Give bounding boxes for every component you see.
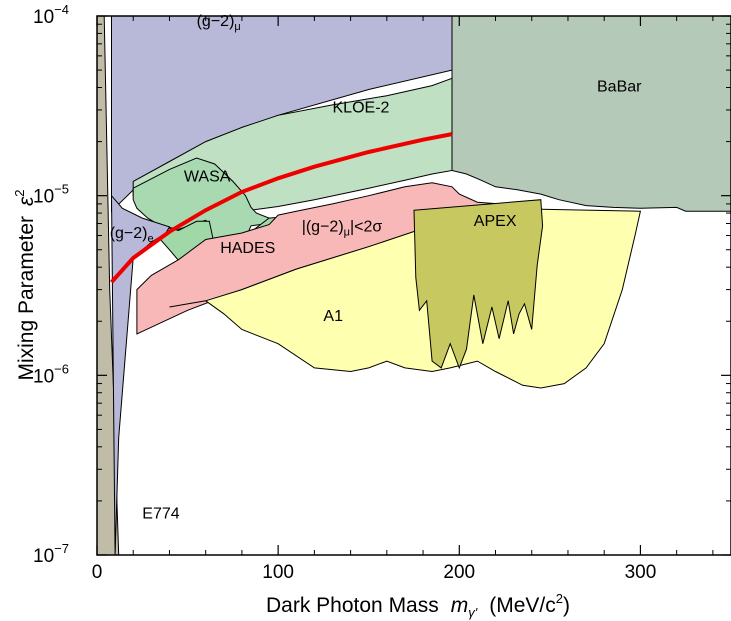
label-babar: BaBar: [597, 79, 642, 96]
region-babar: [451, 15, 731, 212]
y-tick-label: 10−5: [33, 182, 69, 208]
x-tick-label: 200: [443, 562, 475, 583]
region-g-2-e: [110, 194, 171, 556]
label-apex: APEX: [474, 213, 517, 230]
region-labels: (g−2)μBaBarKLOE-2WASAHADES|(g−2)μ|<2σA1A…: [110, 13, 642, 522]
x-tick-label: 0: [92, 562, 103, 583]
axis-ticks: 0 100 200 300 10−7 10−6 10−5 10−4: [33, 2, 731, 583]
chart-lines: [110, 132, 453, 284]
x-axis-title: Dark Photon Mass mγ' (MeV/c2): [266, 591, 570, 620]
region-apex: [413, 199, 544, 370]
y-tick-label: 10−7: [33, 541, 69, 567]
plot-border: [96, 15, 731, 556]
label-hades: HADES: [220, 240, 275, 257]
plot-frame: [96, 15, 731, 556]
label-a1: A1: [323, 308, 343, 325]
x-tick-label: 100: [262, 562, 294, 583]
red-line-series: [110, 132, 453, 284]
label-wasa: WASA: [184, 168, 231, 185]
label-g-2-mu-2sigma-band: |(g−2)μ|<2σ: [302, 219, 383, 239]
label-g-2-e: (g−2)e: [110, 225, 154, 245]
y-tick-label: 10−4: [33, 2, 69, 28]
x-tick-label: 300: [625, 562, 657, 583]
y-axis-title: Mixing Parameterε2: [12, 189, 38, 380]
chart-regions: [96, 15, 731, 556]
y-tick-label: 10−6: [33, 361, 69, 387]
label-kloe-2: KLOE-2: [333, 100, 390, 117]
label-e774: E774: [142, 505, 179, 522]
